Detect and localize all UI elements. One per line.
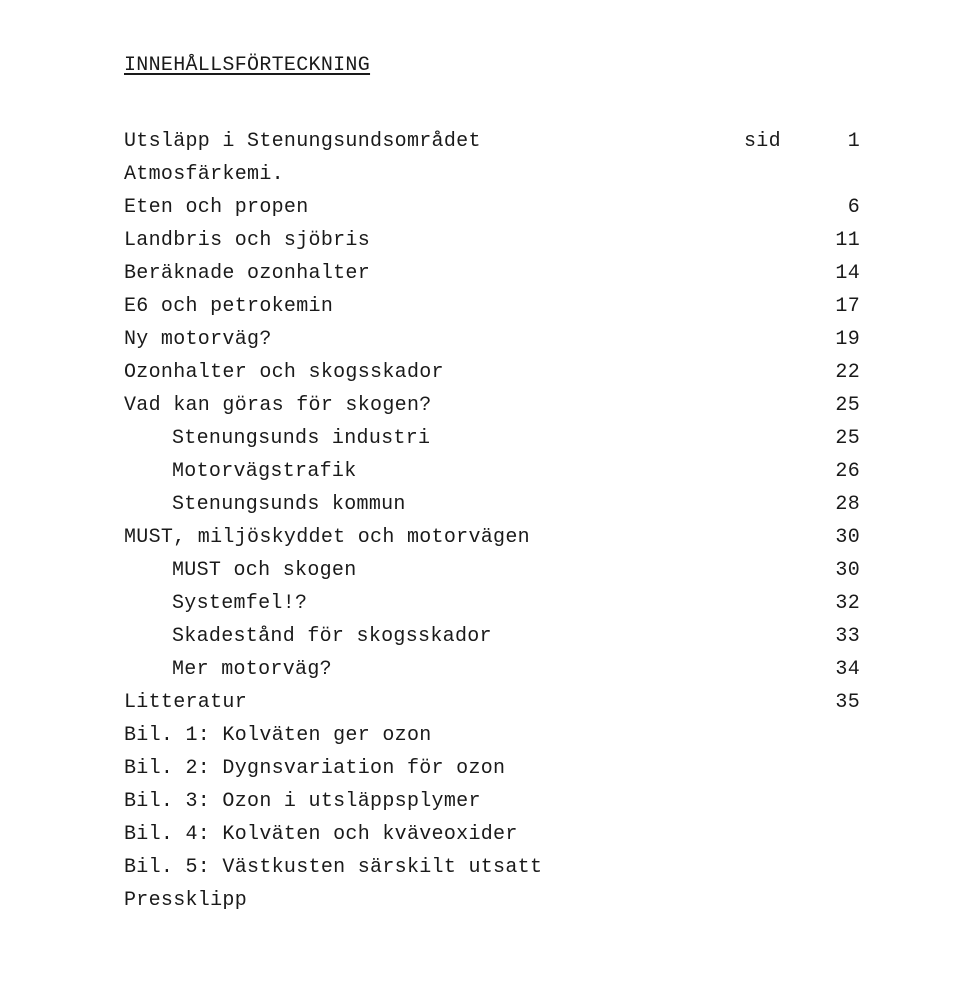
toc-row: Landbris och sjöbris 11: [124, 224, 860, 257]
toc-label: Bil. 4: Kolväten och kväveoxider: [124, 818, 744, 851]
toc-row: MUST, miljöskyddet och motorvägen 30: [124, 521, 860, 554]
toc-sid: [744, 587, 818, 620]
toc-sid: [744, 653, 818, 686]
toc-page: 6: [818, 191, 860, 224]
toc-page: 1: [818, 125, 860, 158]
toc-row: Mer motorväg? 34: [124, 653, 860, 686]
toc-label: Eten och propen: [124, 191, 744, 224]
toc-sid: [744, 884, 818, 917]
toc-label: Stenungsunds kommun: [124, 488, 744, 521]
toc-label: MUST och skogen: [124, 554, 744, 587]
toc-page: [818, 818, 860, 851]
toc-sid: [744, 323, 818, 356]
toc-sid: [744, 224, 818, 257]
toc-page: 19: [818, 323, 860, 356]
toc-label: Vad kan göras för skogen?: [124, 389, 744, 422]
toc-table: Utsläpp i Stenungsundsområdetsid1Atmosfä…: [124, 125, 860, 917]
toc-label: Atmosfärkemi.: [124, 158, 744, 191]
toc-sid: [744, 191, 818, 224]
toc-label: Stenungsunds industri: [124, 422, 744, 455]
toc-title: INNEHÅLLSFÖRTECKNING: [124, 54, 860, 77]
toc-sid: [744, 620, 818, 653]
toc-row: Skadestånd för skogsskador 33: [124, 620, 860, 653]
toc-page: 28: [818, 488, 860, 521]
toc-row: Vad kan göras för skogen? 25: [124, 389, 860, 422]
toc-sid: [744, 389, 818, 422]
toc-label: Beräknade ozonhalter: [124, 257, 744, 290]
toc-sid: [744, 851, 818, 884]
toc-label: Skadestånd för skogsskador: [124, 620, 744, 653]
toc-row: Bil. 1: Kolväten ger ozon: [124, 719, 860, 752]
toc-row: Ny motorväg? 19: [124, 323, 860, 356]
toc-sid: [744, 422, 818, 455]
toc-label: Litteratur: [124, 686, 744, 719]
toc-page: 14: [818, 257, 860, 290]
toc-sid: [744, 785, 818, 818]
toc-row: E6 och petrokemin 17: [124, 290, 860, 323]
toc-page: 30: [818, 521, 860, 554]
toc-label: Bil. 2: Dygnsvariation för ozon: [124, 752, 744, 785]
page-root: INNEHÅLLSFÖRTECKNING Utsläpp i Stenungsu…: [0, 0, 960, 957]
toc-sid: [744, 257, 818, 290]
toc-sid: [744, 554, 818, 587]
toc-page: 26: [818, 455, 860, 488]
toc-page: [818, 719, 860, 752]
toc-page: 32: [818, 587, 860, 620]
toc-page: [818, 851, 860, 884]
toc-label: Pressklipp: [124, 884, 744, 917]
toc-page: [818, 752, 860, 785]
toc-row: Eten och propen 6: [124, 191, 860, 224]
toc-sid: [744, 455, 818, 488]
toc-label: MUST, miljöskyddet och motorvägen: [124, 521, 744, 554]
toc-sid: [744, 818, 818, 851]
toc-label: E6 och petrokemin: [124, 290, 744, 323]
toc-page: 25: [818, 389, 860, 422]
toc-page: 11: [818, 224, 860, 257]
toc-page: [818, 884, 860, 917]
toc-row: Litteratur 35: [124, 686, 860, 719]
toc-row: MUST och skogen 30: [124, 554, 860, 587]
toc-sid: [744, 356, 818, 389]
toc-page: 33: [818, 620, 860, 653]
toc-row: Bil. 3: Ozon i utsläppsplymer: [124, 785, 860, 818]
toc-label: Mer motorväg?: [124, 653, 744, 686]
toc-row: Pressklipp: [124, 884, 860, 917]
toc-label: Motorvägstrafik: [124, 455, 744, 488]
toc-row: Bil. 5: Västkusten särskilt utsatt: [124, 851, 860, 884]
toc-row: Atmosfärkemi.: [124, 158, 860, 191]
toc-page: [818, 785, 860, 818]
toc-row: Systemfel!? 32: [124, 587, 860, 620]
toc-label: Landbris och sjöbris: [124, 224, 744, 257]
toc-row: Ozonhalter och skogsskador 22: [124, 356, 860, 389]
toc-row: Motorvägstrafik 26: [124, 455, 860, 488]
toc-page: 30: [818, 554, 860, 587]
toc-label: Ozonhalter och skogsskador: [124, 356, 744, 389]
toc-label: Bil. 3: Ozon i utsläppsplymer: [124, 785, 744, 818]
toc-page: 25: [818, 422, 860, 455]
toc-sid: [744, 158, 818, 191]
toc-row: Stenungsunds kommun 28: [124, 488, 860, 521]
toc-row: Utsläpp i Stenungsundsområdetsid1: [124, 125, 860, 158]
toc-sid: [744, 290, 818, 323]
toc-label: Bil. 5: Västkusten särskilt utsatt: [124, 851, 744, 884]
toc-row: Bil. 2: Dygnsvariation för ozon: [124, 752, 860, 785]
toc-sid: [744, 752, 818, 785]
toc-sid: [744, 488, 818, 521]
toc-row: Bil. 4: Kolväten och kväveoxider: [124, 818, 860, 851]
toc-page: 34: [818, 653, 860, 686]
toc-page: 22: [818, 356, 860, 389]
toc-page: [818, 158, 860, 191]
toc-sid: [744, 521, 818, 554]
toc-sid: [744, 686, 818, 719]
toc-label: Utsläpp i Stenungsundsområdet: [124, 125, 744, 158]
toc-sid: sid: [744, 125, 818, 158]
toc-label: Systemfel!?: [124, 587, 744, 620]
toc-page: 17: [818, 290, 860, 323]
toc-label: Ny motorväg?: [124, 323, 744, 356]
toc-row: Beräknade ozonhalter 14: [124, 257, 860, 290]
toc-sid: [744, 719, 818, 752]
toc-label: Bil. 1: Kolväten ger ozon: [124, 719, 744, 752]
toc-row: Stenungsunds industri 25: [124, 422, 860, 455]
toc-page: 35: [818, 686, 860, 719]
